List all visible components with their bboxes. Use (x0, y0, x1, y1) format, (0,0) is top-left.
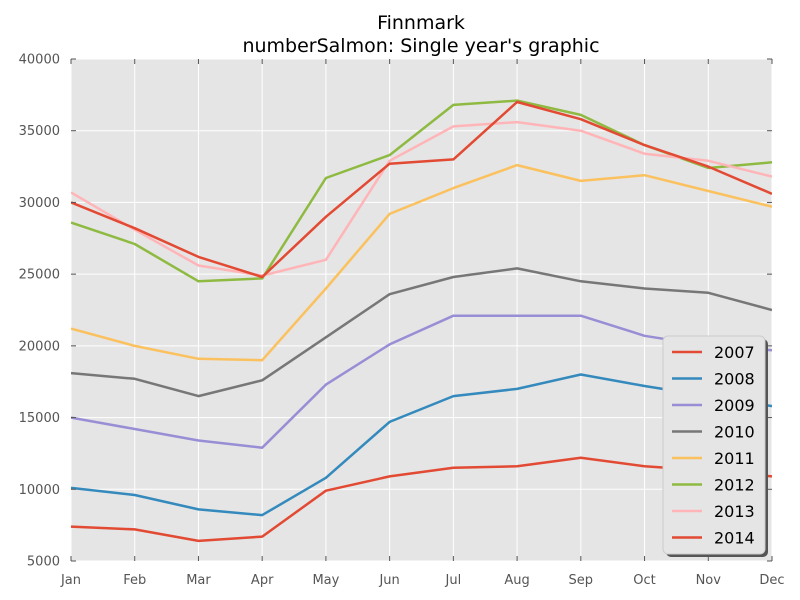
y-tick-label: 5000 (27, 555, 60, 570)
chart-subtitle: numberSalmon: Single year's graphic (242, 35, 599, 57)
y-tick-label: 15000 (19, 411, 60, 426)
legend: 2007 2008 2009 2010 2011 2012 2013 2014 (662, 335, 768, 557)
series-line-2008 (71, 373, 772, 517)
series-line-2010 (71, 267, 772, 398)
y-tick-label: 35000 (19, 124, 60, 139)
legend-label-2009: 2009 (714, 396, 755, 415)
y-tick-label: 10000 (19, 483, 60, 498)
series-line-2007 (71, 456, 772, 543)
y-tick-label: 25000 (19, 268, 60, 283)
chart-title: Finnmark (377, 12, 465, 34)
y-tick-label: 20000 (19, 339, 60, 354)
x-tick-label: Dec (759, 573, 784, 588)
series-lines (71, 99, 772, 543)
x-tick-label: Apr (251, 573, 274, 588)
x-tick-label: Sep (569, 573, 594, 588)
legend-label-2014: 2014 (714, 529, 755, 548)
x-tick-label: Jan (60, 573, 81, 588)
legend-label-2008: 2008 (714, 370, 755, 389)
y-tick-label: 30000 (19, 196, 60, 211)
x-tick-label: May (312, 573, 339, 588)
x-tick-label: Aug (504, 573, 529, 588)
x-tick-label: Oct (633, 573, 655, 588)
x-tick-label: Feb (123, 573, 146, 588)
x-tick-label: Nov (696, 573, 722, 588)
series-line-2011 (71, 163, 772, 362)
x-tick-labels: Jan Feb Mar Apr May Jun Jul Aug Sep Oct Nov Dec (60, 573, 785, 588)
series-line-2013 (71, 120, 772, 277)
legend-label-2012: 2012 (714, 476, 755, 495)
y-tick-label: 40000 (19, 53, 60, 68)
legend-label-2007: 2007 (714, 343, 755, 362)
legend-label-2010: 2010 (714, 423, 755, 442)
series-line-2014 (71, 100, 772, 279)
legend-label-2013: 2013 (714, 502, 755, 521)
x-tick-label: Jul (445, 573, 462, 588)
axis-ticks (70, 58, 773, 562)
y-tick-labels: 5000 10000 15000 20000 25000 30000 35000 40000 (19, 53, 60, 570)
legend-box (662, 335, 766, 555)
x-tick-label: Jun (378, 573, 399, 588)
legend-label-2011: 2011 (714, 449, 755, 468)
series-line-2009 (71, 314, 772, 449)
x-tick-label: Mar (186, 573, 211, 588)
